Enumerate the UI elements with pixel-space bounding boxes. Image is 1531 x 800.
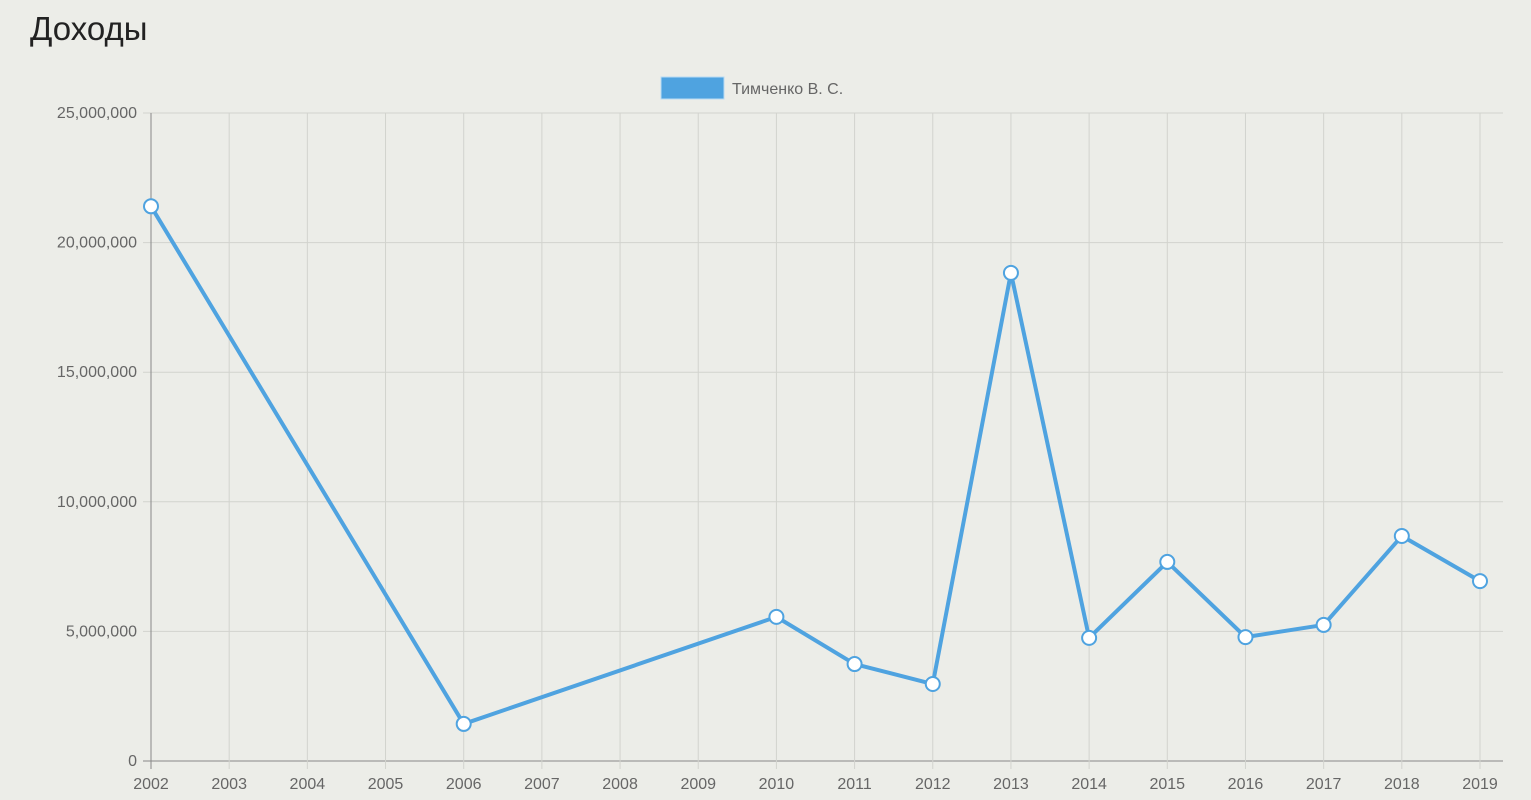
x-tick-label: 2005 — [368, 776, 404, 793]
x-tick-label: 2017 — [1306, 776, 1342, 793]
data-point — [1315, 616, 1332, 633]
x-tick-label: 2018 — [1384, 776, 1420, 793]
data-point — [143, 198, 159, 215]
data-point — [768, 608, 785, 625]
x-tick-label: 2015 — [1149, 776, 1185, 793]
x-tick-label: 2004 — [290, 776, 326, 793]
data-point — [924, 676, 941, 693]
x-tick-label: 2003 — [211, 776, 247, 793]
legend-label: Тимченко В. С. — [732, 81, 843, 98]
y-tick-label: 10,000,000 — [57, 494, 137, 511]
x-tick-label: 2006 — [446, 776, 482, 793]
page-title: Доходы — [30, 10, 148, 47]
x-tick-label: 2009 — [680, 776, 716, 793]
x-tick-label: 2002 — [133, 776, 169, 793]
y-tick-label: 0 — [128, 753, 137, 770]
data-point — [846, 656, 863, 673]
y-tick-label: 25,000,000 — [57, 105, 137, 122]
x-tick-label: 2008 — [602, 776, 638, 793]
x-tick-label: 2010 — [759, 776, 795, 793]
data-point — [1237, 629, 1254, 646]
x-tick-label: 2011 — [837, 776, 872, 793]
x-tick-label: 2012 — [915, 776, 951, 793]
data-point — [1472, 573, 1488, 590]
data-point — [1081, 629, 1098, 646]
x-tick-label: 2014 — [1071, 776, 1107, 793]
legend-swatch — [660, 76, 725, 100]
x-tick-label: 2019 — [1462, 776, 1498, 793]
x-tick-label: 2007 — [524, 776, 560, 793]
y-tick-label: 20,000,000 — [57, 235, 137, 252]
y-tick-label: 15,000,000 — [57, 364, 137, 381]
series-line — [149, 205, 1481, 726]
y-tick-label: 5,000,000 — [66, 623, 137, 640]
x-tick-label: 2013 — [993, 776, 1029, 793]
data-point — [1393, 528, 1410, 545]
x-tick-label: 2016 — [1228, 776, 1264, 793]
data-point — [1159, 553, 1176, 570]
data-point — [1002, 264, 1019, 281]
data-point — [455, 715, 472, 732]
